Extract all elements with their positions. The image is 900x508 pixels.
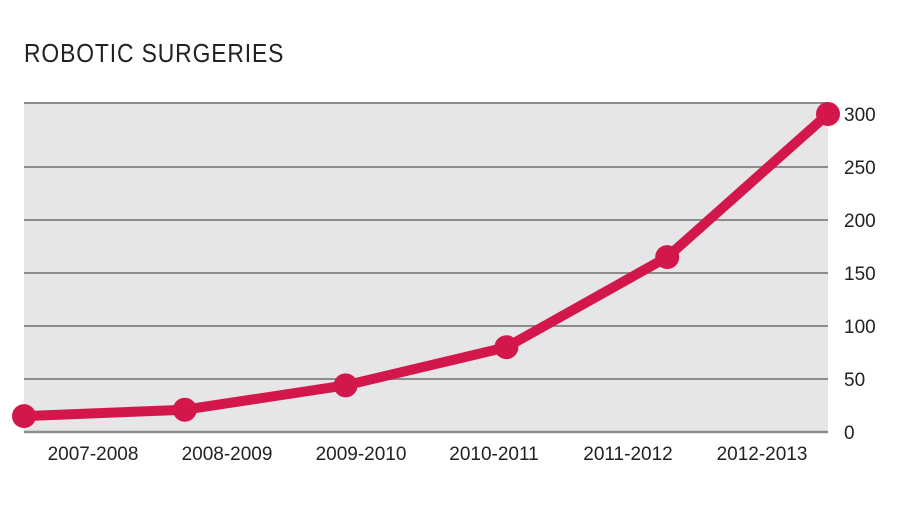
y-tick-label: 100 — [844, 317, 876, 338]
data-point — [172, 397, 197, 422]
y-tick-label: 50 — [844, 370, 865, 391]
series-layer — [12, 102, 840, 429]
data-point — [494, 335, 519, 360]
y-tick-label: 300 — [844, 105, 876, 126]
x-axis-ticks: 2007-2008 2008-2009 2009-2010 2010-2011 2011… — [48, 444, 808, 465]
data-point — [333, 373, 358, 398]
chart-title: ROBOTIC SURGERIES — [24, 38, 285, 68]
y-axis-ticks: 0 50 100 150 200 250 300 — [844, 105, 876, 444]
x-tick-label: 2008-2009 — [182, 444, 273, 465]
y-tick-label: 0 — [844, 423, 855, 444]
x-tick-label: 2012-2013 — [717, 444, 808, 465]
x-tick-label: 2010-2011 — [449, 444, 538, 465]
series-line — [19, 109, 833, 422]
y-tick-label: 150 — [844, 264, 876, 285]
data-point — [816, 102, 840, 126]
y-tick-label: 200 — [844, 211, 876, 232]
x-tick-label: 2007-2008 — [48, 444, 139, 465]
data-point — [655, 245, 680, 270]
gridlines — [24, 102, 828, 434]
x-tick-label: 2009-2010 — [316, 444, 407, 465]
x-tick-label: 2011-2012 — [583, 444, 672, 465]
plot-background — [24, 103, 828, 432]
y-tick-label: 250 — [844, 158, 876, 179]
data-point — [12, 404, 36, 429]
